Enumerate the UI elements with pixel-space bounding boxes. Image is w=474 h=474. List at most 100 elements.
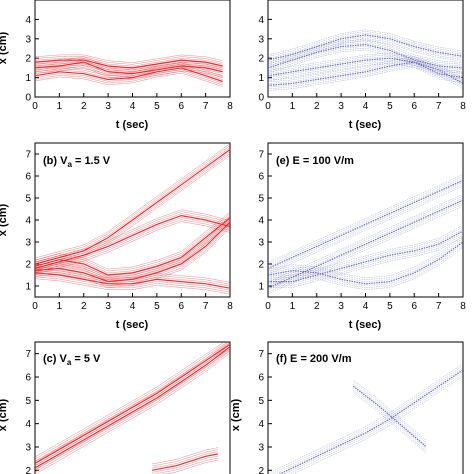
panel-c-frame [34,341,231,474]
panel-b-ylabel: x (cm) [0,203,9,236]
panel-a-xtick-label: 7 [203,101,209,112]
panel-c-series-0-echo [35,342,229,462]
panel-b-series-3-line [35,217,230,276]
panel-f-series-0-line [278,369,463,474]
panel-b-series-0-echo [35,145,230,261]
panel-d-xtick-label: 6 [411,101,417,112]
panel-b-series-0-echo [35,147,230,263]
panel-d-xtick-label: 3 [338,101,344,112]
panel-a-series-2-echo [35,54,223,63]
panel-e-series-2-echo [268,239,463,283]
panel-a-series-1-echo [35,64,223,79]
panel-d-series-0-echo [268,31,463,57]
panel-e-series-1-line [268,199,463,289]
panel-e-series-0-echo [268,186,463,275]
panel-e-xtick-label: 1 [290,301,296,312]
panel-d-xtick-label: 1 [290,101,296,112]
panel-f-ytick-label: 5 [258,396,264,407]
panel-d-plot: 0 1 2 3 4 5 6 7 8 0 1 2 3 4 [258,15,466,112]
panel-a-series-2-echo [35,56,223,65]
panel-e-series-1-echo [268,194,463,283]
panel-d-series-0-echo [268,39,463,66]
panel-d-xtick-label: 8 [460,101,466,112]
panel-b-series-3-echo [35,213,230,272]
panel-e-ytick-label: 7 [258,150,264,161]
panel-a-frame [34,0,231,98]
panel-e-series-3-echo [268,232,463,284]
panel-d: 0 1 2 3 4 5 6 7 8 0 1 2 3 4 t (sec) [258,0,466,131]
panel-f-ytick-label: 3 [258,443,264,454]
panel-c-ytick-label: 5 [25,396,31,407]
panel-d-series-3-echo [268,67,463,91]
panel-c-series-1-echo [35,342,228,460]
panel-e-xtick-label: 8 [460,301,466,312]
panel-b-ytick-label: 2 [25,260,31,271]
panel-b-series-2-echo [35,224,230,284]
panel-f-title: (f) E = 200 V/m [276,353,352,365]
panel-e-ytick-label: 2 [258,260,264,271]
panel-a-xtick-label: 4 [130,101,136,112]
panel-c-plot: 2 3 4 5 6 7 [25,342,230,474]
panel-e-series-2-echo [268,235,463,279]
panel-a-series-2-echo [35,61,223,70]
panel-e-series-0-line [268,179,463,269]
panel-b-series-4-echo [35,278,230,295]
panel-b-ytick-label: 4 [25,216,31,227]
panel-a-series-1-echo [35,72,223,87]
panel-b-ytick-label: 7 [25,150,31,161]
panel-b-xtick-label: 1 [57,301,63,312]
panel-c-series-2-line [151,453,218,471]
panel-f-series-0-echo [274,367,463,474]
panel-b-series-2-line [35,221,230,283]
panel-d-series-2-echo [268,56,463,77]
panel-a-ytick-label: 2 [25,54,31,65]
panel-d-series-3-echo [268,56,463,81]
panel-f-series-1-echo [353,379,427,441]
panel-a-ytick-label: 4 [25,15,31,26]
panel-b-series-1-echo [35,221,230,275]
panel-a: 0 1 2 3 4 5 6 7 8 0 1 2 3 4 x (cm) t (sec) [0,0,233,131]
panel-e-series-3-echo [268,234,463,286]
panel-a-xtick-label: 8 [227,101,233,112]
panel-d-frame [267,0,464,98]
panel-e-series-2-echo [268,247,463,290]
panel-a-xtick-label: 6 [178,101,184,112]
panel-a-xtick-label: 3 [105,101,111,112]
panel-d-series-0-echo [268,29,463,56]
panel-e-series-3-echo [268,224,463,276]
panel-b-xtick-label: 6 [178,301,184,312]
panel-f-series-0-echo [268,363,463,474]
panel-c-ytick-label: 4 [25,419,31,430]
panel-e-series-0-echo [268,178,463,267]
panel-a-series-0-echo [35,63,223,76]
panel-a-series-1-echo [35,62,223,77]
panel-d-series-3-echo [268,60,463,84]
panel-c-series-1-echo [35,348,230,468]
panel-b-series-3-echo [35,219,230,278]
panel-c-series-1-line [35,343,230,464]
panel-b-series-3-echo [35,215,230,274]
panel-a-series-1-echo [35,69,223,84]
panel-a-ytick-label: 0 [25,93,31,104]
panel-e-ytick-label: 4 [258,216,264,227]
panel-a-ytick-label: 3 [25,34,31,45]
panel-f-series-1-echo [353,392,427,454]
panel-e-series-2-echo [268,245,463,289]
panel-e-series-3-echo [268,228,463,280]
panel-c-ytick-label: 7 [25,349,31,360]
panel-b-series-4-echo [35,270,230,287]
panel-a-series-2-line [35,59,223,69]
panel-e-series-group [268,174,463,295]
panel-f-frame [267,341,464,474]
panel-c-series-2-echo [153,457,218,474]
panel-d-series-2-line [268,57,463,79]
panel-e-series-2-line [268,241,463,285]
panel-d-series-2-echo [268,63,463,84]
panel-d-series-3-echo [268,58,463,83]
panel-d-series-0-line [268,34,463,61]
panel-e-series-1-echo [268,197,463,287]
panel-e-series-3-echo [268,226,463,278]
panel-e-ytick-label: 6 [258,172,264,183]
